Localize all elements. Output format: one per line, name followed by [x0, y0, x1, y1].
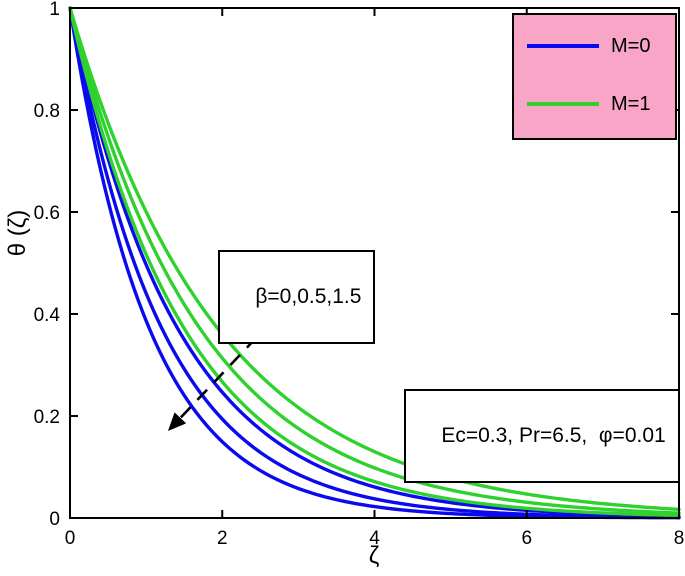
- beta-direction-arrow: [168, 319, 274, 431]
- legend-label-m1: M=1: [611, 92, 651, 115]
- x-tick-label: 0: [65, 528, 76, 549]
- y-tick-label: 1: [49, 0, 60, 20]
- x-tick-label: 2: [217, 528, 228, 549]
- arrow-head: [168, 412, 187, 431]
- curve-M=1: [68, 6, 681, 512]
- y-tick-label: 0.2: [34, 407, 60, 428]
- params-annotation-text: Ec=0.3, Pr=6.5, φ=0.01: [441, 424, 666, 448]
- curve-M=0: [68, 6, 681, 519]
- y-tick-label: 0.8: [34, 101, 60, 122]
- x-tick-label: 8: [674, 528, 685, 549]
- legend-item-m0: M=0: [527, 34, 650, 58]
- legend-line-m0: [527, 44, 599, 48]
- beta-annotation-text: β=0,0.5,1.5: [255, 285, 362, 309]
- x-tick-label: 4: [369, 528, 380, 549]
- legend-item-m1: M=1: [527, 92, 650, 116]
- legend-line-m1: [527, 102, 599, 106]
- curve-M=1: [68, 6, 681, 518]
- y-tick-label: 0: [49, 509, 60, 530]
- y-axis-label: θ (ζ): [4, 210, 31, 257]
- x-tick-label: 6: [521, 528, 532, 549]
- y-tick-label: 0.6: [34, 203, 60, 224]
- legend-label-m0: M=0: [611, 34, 651, 57]
- params-annotation-box: Ec=0.3, Pr=6.5, φ=0.01: [404, 389, 680, 483]
- x-axis-label: ζ: [369, 542, 380, 569]
- y-tick-label: 0.4: [34, 305, 61, 326]
- beta-annotation-box: β=0,0.5,1.5: [218, 250, 376, 344]
- curve-M=1: [68, 6, 681, 515]
- legend: M=0 M=1: [512, 13, 677, 140]
